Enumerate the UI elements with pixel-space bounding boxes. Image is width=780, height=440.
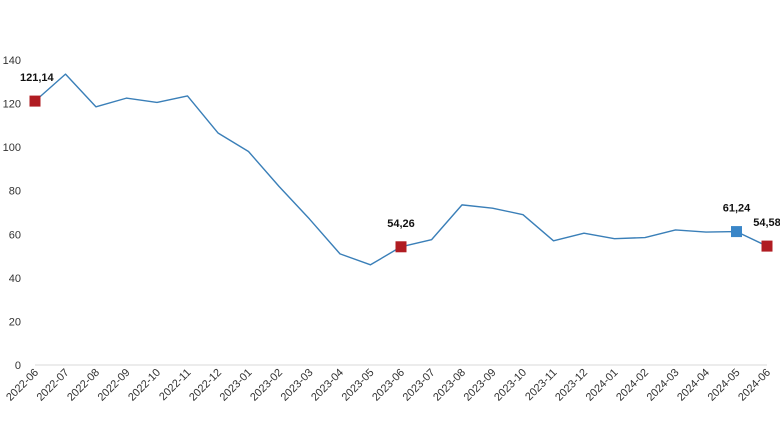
x-tick-label: 2024-06 [736,367,773,404]
y-tick-label: 140 [3,55,21,67]
highlight-markers [29,95,773,253]
x-tick-label: 2024-04 [675,367,712,404]
x-tick-label: 2023-09 [462,367,499,404]
x-tick-label: 2022-10 [126,367,163,404]
x-tick-label: 2023-07 [401,367,438,404]
x-tick-label: 2023-03 [279,367,316,404]
x-tick-label: 2023-02 [248,367,285,404]
x-tick-label: 2022-07 [35,367,72,404]
x-tick-label: 2023-06 [370,367,407,404]
y-axis-ticks: 0 20 40 60 80 100 120 140 [3,55,21,372]
x-tick-label: 2023-10 [492,367,529,404]
data-label: 54,58 [753,217,780,229]
x-tick-label: 2023-12 [553,367,590,404]
data-point-marker [395,241,407,253]
y-tick-label: 60 [9,229,21,241]
x-tick-label: 2024-01 [584,367,621,404]
data-point-marker [761,240,773,252]
x-tick-label: 2023-01 [218,367,255,404]
y-tick-label: 100 [3,142,21,154]
data-point-marker [29,95,41,107]
x-tick-label: 2022-12 [187,367,224,404]
y-tick-label: 120 [3,99,21,111]
x-tick-label: 2022-06 [4,367,41,404]
data-label: 61,24 [723,203,751,215]
data-label: 121,14 [20,72,55,84]
x-tick-label: 2024-05 [706,367,743,404]
y-tick-label: 0 [15,360,21,372]
x-tick-label: 2022-09 [96,367,133,404]
y-tick-label: 80 [9,186,21,198]
data-point-marker [731,226,742,238]
x-tick-label: 2023-04 [309,367,346,404]
y-tick-label: 40 [9,273,21,285]
x-tick-label: 2024-03 [645,367,682,404]
x-tick-label: 2023-08 [431,367,468,404]
x-tick-label: 2023-05 [340,367,377,404]
x-tick-label: 2024-02 [614,367,651,404]
x-tick-label: 2022-08 [65,367,102,404]
data-label: 54,26 [387,218,415,230]
y-tick-label: 20 [9,316,21,328]
series-line [34,73,768,266]
